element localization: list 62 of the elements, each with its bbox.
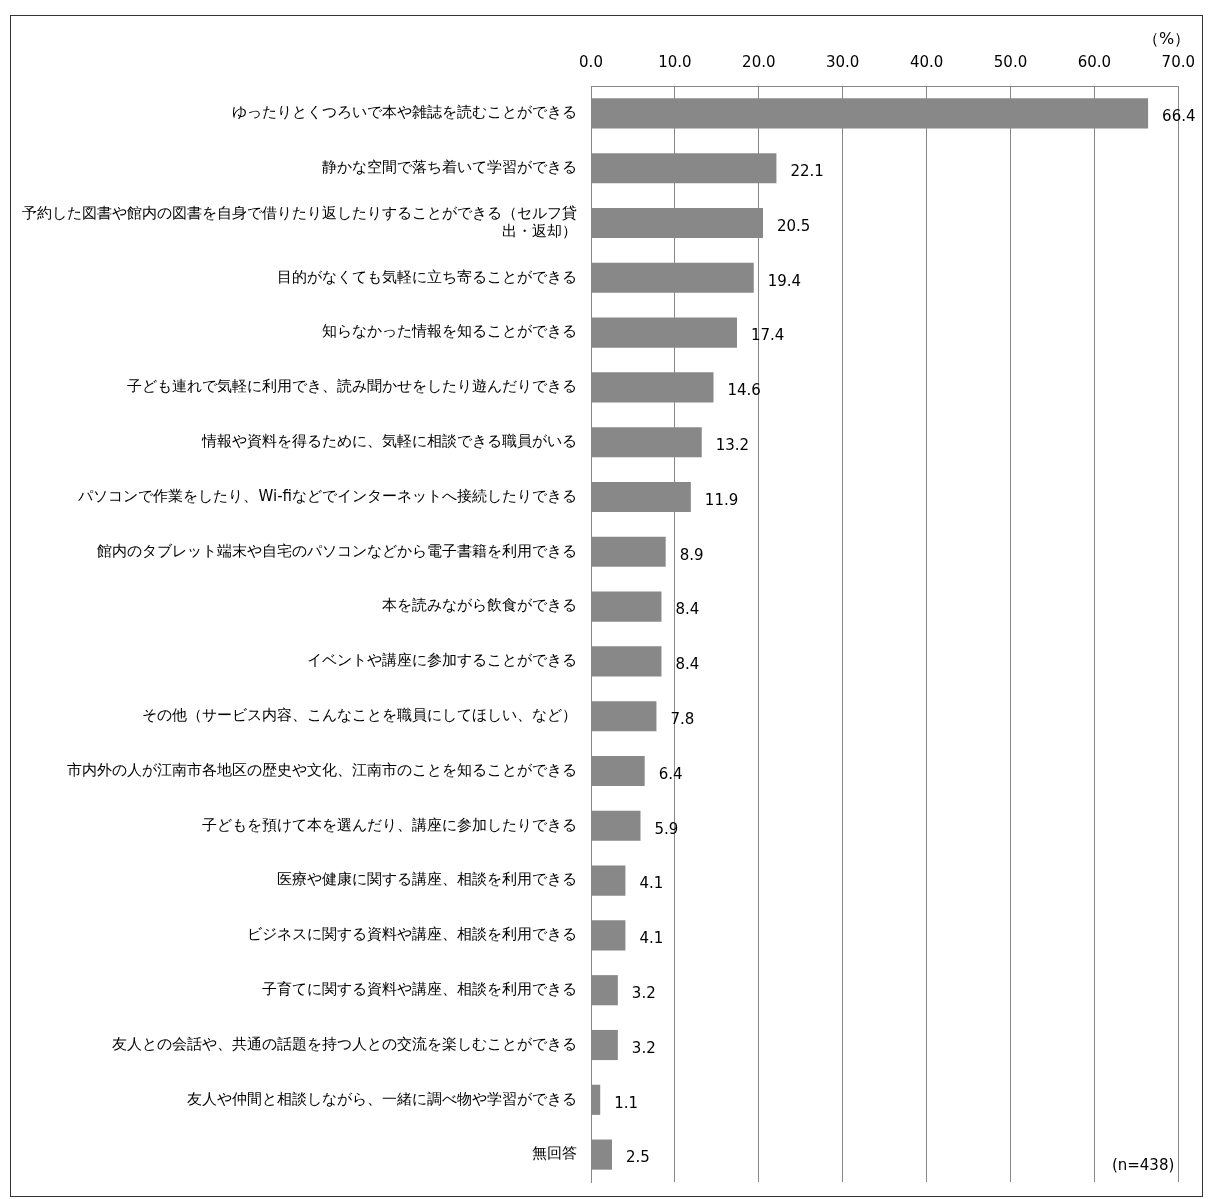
y-tick-label: 目的がなくても気軽に立ち寄ることができる	[277, 267, 577, 286]
data-label: 14.6	[727, 381, 761, 400]
y-tick-label: ビジネスに関する資料や講座、相談を利用できる	[247, 925, 577, 944]
y-tick-label: 医療や健康に関する講座、相談を利用できる	[277, 870, 577, 889]
data-label: 5.9	[654, 819, 679, 838]
x-tick-label: 60.0	[1077, 52, 1112, 71]
data-label: 4.1	[639, 929, 664, 948]
bar	[591, 755, 645, 787]
y-tick-label: 友人や仲間と相談しながら、一緒に調べ物や学習ができる	[187, 1089, 577, 1108]
data-label: 4.1	[639, 874, 664, 893]
bar	[591, 975, 618, 1006]
x-tick-label: 40.0	[909, 52, 944, 71]
bar	[591, 865, 626, 896]
data-label: 6.4	[658, 764, 683, 783]
bar	[591, 920, 626, 951]
y-tick-label: 館内のタブレット端末や自宅のパソコンなどから電子書籍を利用できる	[97, 541, 577, 560]
data-label: 3.2	[631, 1038, 656, 1057]
y-tick-label: 友人との会話や、共通の話題を持つ人との交流を楽しむことができる	[112, 1034, 577, 1053]
data-label: 2.5	[625, 1148, 650, 1167]
y-tick-label: その他（サービス内容、こんなことを職員にしてほしい、など）	[142, 706, 577, 725]
y-tick-label: 無回答	[532, 1144, 577, 1163]
bar	[591, 536, 666, 567]
data-label: 8.4	[675, 600, 700, 619]
x-tick-label: 30.0	[826, 52, 860, 71]
bar	[591, 810, 641, 841]
y-tick-label: 子ども連れで気軽に利用でき、読み聞かせをしたり遊んだりできる	[127, 377, 577, 396]
data-label: 13.2	[715, 436, 750, 455]
bar	[591, 646, 662, 677]
data-label: 8.4	[675, 655, 700, 674]
x-tick-label: 0.0	[579, 52, 603, 71]
bar	[591, 701, 657, 732]
bar	[591, 591, 662, 622]
bar	[591, 1029, 618, 1061]
data-label: 3.2	[631, 984, 656, 1003]
data-label: 66.4	[1162, 107, 1196, 126]
y-tick-label: 本を読みながら飲食ができる	[382, 596, 577, 615]
annotation: (n=438)	[1111, 1155, 1175, 1174]
data-label: 17.4	[750, 326, 785, 345]
y-tick-label: パソコンで作業をしたり、Wi-fiなどでインターネットへ接続したりできる	[77, 486, 577, 505]
data-label: 1.1	[614, 1093, 639, 1112]
y-tick-label: 子育てに関する資料や講座、相談を利用できる	[262, 980, 577, 999]
x-tick-label: 20.0	[742, 52, 776, 71]
bar	[591, 1084, 601, 1115]
data-label: 22.1	[790, 162, 824, 181]
data-label: 20.5	[777, 216, 811, 235]
data-label: 11.9	[704, 490, 739, 509]
bar	[591, 1139, 612, 1170]
x-tick-label: 10.0	[658, 52, 692, 71]
y-tick-label: 静かな空間で落ち着いて学習ができる	[322, 158, 577, 177]
data-label: 19.4	[767, 271, 802, 290]
y-tick-label: 知らなかった情報を知ることができる	[322, 322, 577, 341]
x-tick-label: 50.0	[993, 52, 1028, 71]
y-tick-label: 情報や資料を得るために、気軽に相談できる職員がいる	[201, 432, 577, 451]
y-tick-label: 子どもを預けて本を選んだり、講座に参加したりできる	[202, 815, 577, 834]
y-tick-label: 市内外の人が江南市各地区の歴史や文化、江南市のことを知ることができる	[67, 760, 577, 779]
y-tick-label: ゆったりとくつろいで本や雑誌を読むことができる	[232, 103, 577, 122]
y-tick-label: 予約した図書や館内の図書を自身で借りたり返したりすることができる（セルフ貸出・返却）	[22, 203, 577, 240]
x-axis-title: （%）	[1143, 29, 1191, 49]
data-label: 7.8	[670, 710, 695, 729]
x-tick-label: 70.0	[1161, 52, 1195, 71]
data-label: 8.9	[679, 545, 704, 564]
y-tick-label: イベントや講座に参加することができる	[307, 651, 577, 670]
